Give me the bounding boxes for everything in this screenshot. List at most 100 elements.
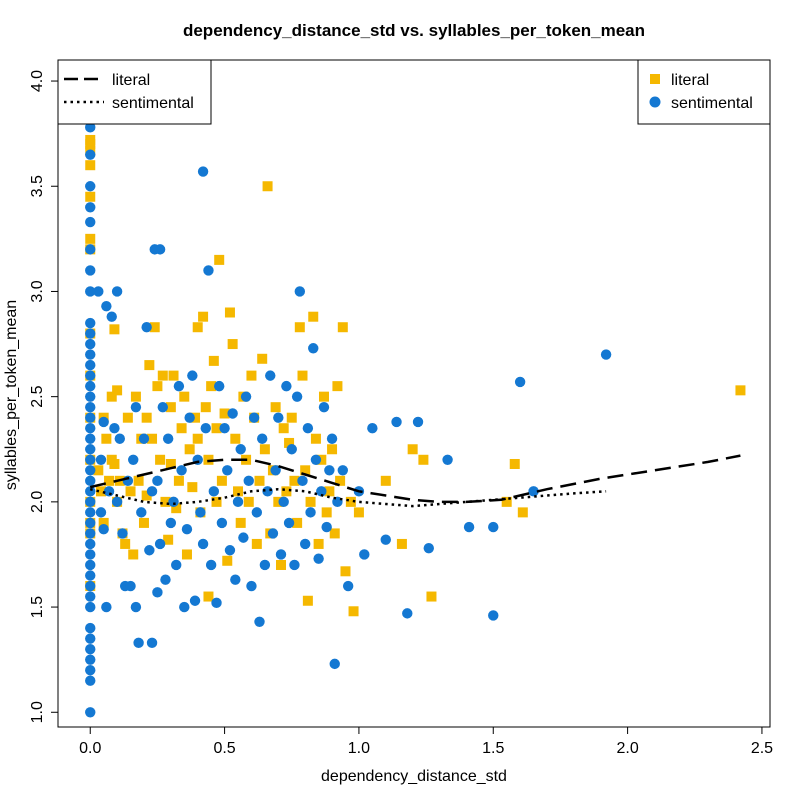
literal-point: [222, 555, 233, 566]
sentimental-point: [219, 423, 230, 434]
sentimental-point: [208, 486, 220, 497]
sentimental-point: [85, 580, 96, 592]
literal-point: [246, 370, 257, 381]
literal-point: [138, 517, 149, 528]
literal-point: [276, 559, 287, 570]
literal-point: [300, 465, 311, 476]
sentimental-point: [85, 244, 96, 255]
sentimental-point: [85, 391, 96, 402]
literal-point: [112, 385, 123, 396]
literal-point: [289, 475, 300, 486]
sentimental-point: [254, 616, 265, 627]
literal-point: [192, 322, 203, 333]
literal-point: [130, 391, 141, 402]
sentimental-point: [95, 454, 107, 465]
sentimental-point: [265, 370, 276, 381]
literal-point: [332, 381, 343, 392]
sentimental-point: [412, 416, 424, 428]
sentimental-point: [286, 444, 297, 455]
literal-point: [206, 381, 217, 392]
sentimental-point: [278, 496, 289, 508]
sentimental-point: [316, 486, 327, 497]
literal-point: [353, 507, 364, 518]
literal-point: [203, 454, 214, 465]
literal-point: [203, 591, 214, 602]
trend-lines-layer: [89, 454, 741, 508]
literal-point: [192, 433, 203, 444]
literal-point: [125, 486, 136, 497]
literal-point: [155, 454, 166, 465]
point-legend-sentimental-label: sentimental: [671, 95, 753, 112]
literal-point: [211, 496, 222, 507]
sentimental-point: [337, 465, 348, 476]
sentimental-point: [154, 538, 166, 550]
literal-point: [144, 360, 155, 371]
literal-point: [95, 486, 106, 497]
sentimental-point: [85, 401, 96, 413]
y-tick-label: 2.5: [29, 385, 46, 407]
literal-point: [181, 549, 192, 560]
sentimental-point: [85, 265, 96, 276]
sentimental-point: [259, 559, 271, 571]
x-tick-label: 0.5: [213, 740, 235, 757]
sentimental-point: [528, 486, 539, 497]
sentimental-point: [85, 622, 96, 634]
sentimental-point: [85, 149, 96, 160]
sentimental-point: [232, 496, 244, 508]
literal-point: [109, 458, 120, 469]
sentimental-point: [85, 475, 96, 487]
sentimental-point: [111, 496, 123, 508]
literal-point: [198, 311, 209, 322]
literal-point: [316, 454, 327, 465]
literal-point: [173, 475, 184, 486]
sentimental-point: [222, 465, 233, 476]
points-layer: [85, 75, 746, 718]
sentimental-point: [85, 349, 96, 360]
sentimental-point: [329, 658, 340, 670]
sentimental-point: [240, 391, 252, 402]
literal-point: [262, 181, 273, 192]
y-tick-label: 3.0: [29, 280, 46, 302]
sentimental-point: [98, 524, 109, 535]
literal-point: [380, 475, 391, 486]
y-tick-label: 1.5: [29, 596, 46, 618]
sentimental-point: [205, 559, 217, 571]
sentimental-point: [302, 423, 314, 434]
sentimental-point: [146, 637, 158, 649]
literal-point: [278, 423, 289, 434]
sentimental-point: [85, 412, 96, 423]
literal-point: [163, 534, 174, 545]
sentimental-point: [310, 454, 322, 465]
literal-point: [324, 486, 335, 497]
sentimental-point: [95, 507, 107, 518]
literal-point: [281, 486, 292, 497]
literal-point: [257, 353, 268, 364]
sentimental-point: [85, 216, 96, 228]
sentimental-point: [114, 433, 125, 444]
sentimental-point: [111, 286, 123, 297]
literal-point: [227, 339, 238, 350]
sentimental-point: [324, 465, 335, 476]
sentimental-point: [308, 343, 319, 354]
literal-point: [337, 322, 348, 333]
sentimental-point: [197, 538, 209, 550]
sentimental-point: [291, 391, 303, 402]
literal-point: [509, 458, 520, 469]
point-legend-box: [637, 59, 771, 125]
literal-point: [297, 370, 308, 381]
literal-point: [270, 402, 281, 413]
literal-point: [224, 307, 235, 318]
sentimental-point: [168, 496, 179, 508]
sentimental-point: [297, 475, 308, 487]
sentimental-point: [321, 521, 332, 533]
sentimental-point: [146, 486, 158, 497]
literal-point: [85, 233, 96, 244]
sentimental-point: [176, 465, 187, 476]
literal-point: [418, 454, 429, 465]
literal-point: [216, 475, 227, 486]
sentimental-point: [160, 574, 171, 585]
sentimental-point: [133, 637, 144, 649]
sentimental-point: [200, 423, 211, 434]
literal-point: [200, 402, 211, 413]
